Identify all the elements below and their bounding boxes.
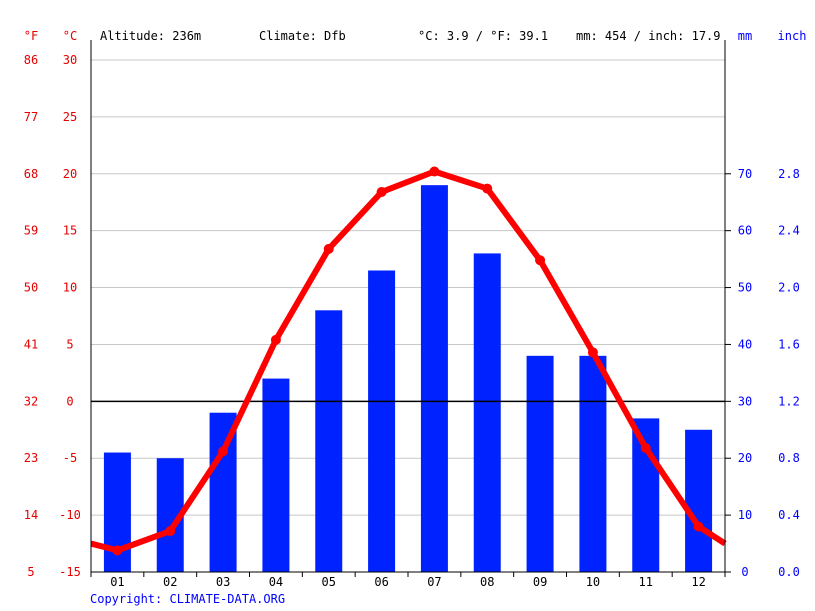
left-axis-ticks: 86 30 77 25 68 20 59 15 50 10 41 5 32 0 23 -5 14 -10 5 -15 <box>24 53 81 579</box>
chart-header: °F °C Altitude: 236m Climate: Dfb °C: 3.… <box>24 29 807 43</box>
precipitation-bars <box>103 185 713 572</box>
temperature-line <box>90 166 727 556</box>
precipitation-total-label: mm: 454 / inch: 17.9 <box>576 29 721 43</box>
mm-tick-label: 40 <box>738 337 752 351</box>
fahrenheit-tick-label: 77 <box>24 110 38 124</box>
month-tick-label: 12 <box>691 575 705 589</box>
unit-inch-label: inch <box>778 29 807 43</box>
temperature-point <box>218 446 229 457</box>
precipitation-bar <box>420 185 448 572</box>
unit-celsius-label: °C <box>63 29 77 43</box>
x-axis-ticks: 01 02 03 04 05 06 07 08 09 10 11 12 <box>90 572 726 589</box>
fahrenheit-tick-label: 32 <box>24 394 38 408</box>
climate-label: Climate: Dfb <box>259 29 346 43</box>
celsius-tick-label: 15 <box>63 224 77 238</box>
celsius-tick-label: 5 <box>66 337 73 351</box>
mm-tick-label: 20 <box>738 451 752 465</box>
mm-tick-label: 50 <box>738 281 752 295</box>
celsius-tick-label: 30 <box>63 53 77 67</box>
inch-tick-label: 1.6 <box>778 337 800 351</box>
celsius-tick-label: -10 <box>59 508 81 522</box>
celsius-tick-label: 20 <box>63 167 77 181</box>
right-axis-ticks: 70 2.8 60 2.4 50 2.0 40 1.6 30 1.2 20 0.8 10 0.4 0 0.0 <box>725 167 800 579</box>
temperature-point <box>429 166 440 177</box>
inch-tick-label: 2.4 <box>778 224 800 238</box>
fahrenheit-tick-label: 86 <box>24 53 38 67</box>
precipitation-bar <box>579 355 607 572</box>
month-tick-label: 06 <box>374 575 388 589</box>
inch-tick-label: 0.0 <box>778 565 800 579</box>
celsius-tick-label: -15 <box>59 565 81 579</box>
mm-tick-label: 0 <box>741 565 748 579</box>
fahrenheit-tick-label: 5 <box>27 565 34 579</box>
fahrenheit-tick-label: 41 <box>24 337 38 351</box>
month-tick-label: 05 <box>322 575 336 589</box>
fahrenheit-tick-label: 50 <box>24 281 38 295</box>
fahrenheit-tick-label: 59 <box>24 224 38 238</box>
temperature-line-path <box>90 168 727 554</box>
mm-tick-label: 10 <box>738 508 752 522</box>
temperature-point <box>587 347 598 358</box>
temperature-point <box>376 186 387 197</box>
celsius-tick-label: 25 <box>63 110 77 124</box>
fahrenheit-tick-label: 68 <box>24 167 38 181</box>
inch-tick-label: 0.8 <box>778 451 800 465</box>
celsius-tick-label: 10 <box>63 281 77 295</box>
precipitation-bar <box>685 429 713 572</box>
mm-tick-label: 30 <box>738 394 752 408</box>
precipitation-bar <box>368 270 396 572</box>
month-tick-label: 04 <box>269 575 283 589</box>
mm-tick-label: 60 <box>738 224 752 238</box>
temperature-point <box>693 521 704 532</box>
month-tick-label: 01 <box>110 575 124 589</box>
grid-lines <box>91 59 725 516</box>
fahrenheit-tick-label: 23 <box>24 451 38 465</box>
month-tick-label: 10 <box>586 575 600 589</box>
inch-tick-label: 1.2 <box>778 394 800 408</box>
temperature-average-label: °C: 3.9 / °F: 39.1 <box>418 29 548 43</box>
temperature-point <box>482 183 493 194</box>
temperature-point <box>640 442 651 453</box>
inch-tick-label: 0.4 <box>778 508 800 522</box>
month-tick-label: 07 <box>427 575 441 589</box>
temperature-point <box>323 243 334 254</box>
month-tick-label: 02 <box>163 575 177 589</box>
precipitation-bar <box>632 418 660 572</box>
celsius-tick-label: -5 <box>63 451 77 465</box>
inch-tick-label: 2.8 <box>778 167 800 181</box>
temperature-point <box>112 545 123 556</box>
month-tick-label: 03 <box>216 575 230 589</box>
altitude-label: Altitude: 236m <box>100 29 201 43</box>
month-tick-label: 11 <box>639 575 653 589</box>
unit-fahrenheit-label: °F <box>24 29 38 43</box>
precipitation-bar <box>473 253 501 572</box>
fahrenheit-tick-label: 14 <box>24 508 38 522</box>
celsius-tick-label: 0 <box>66 394 73 408</box>
mm-tick-label: 70 <box>738 167 752 181</box>
temperature-point <box>535 255 546 266</box>
inch-tick-label: 2.0 <box>778 281 800 295</box>
copyright-label: Copyright: CLIMATE-DATA.ORG <box>90 592 285 606</box>
month-tick-label: 08 <box>480 575 494 589</box>
month-tick-label: 09 <box>533 575 547 589</box>
precipitation-bar <box>526 355 554 572</box>
unit-mm-label: mm <box>738 29 752 43</box>
precipitation-bar <box>262 378 290 572</box>
temperature-point <box>270 334 281 345</box>
precipitation-bar <box>315 310 343 572</box>
temperature-point <box>165 526 176 537</box>
